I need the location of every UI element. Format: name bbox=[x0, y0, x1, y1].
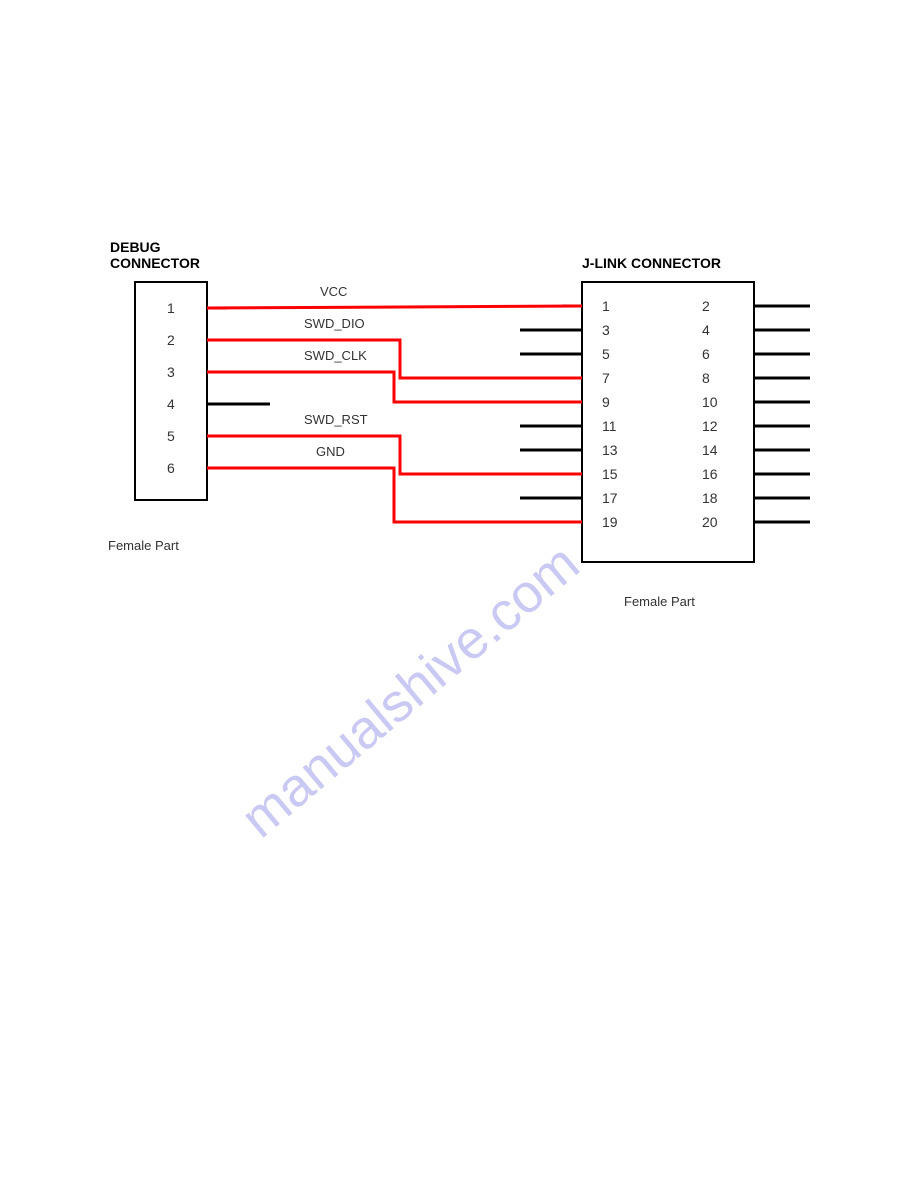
svg-text:15: 15 bbox=[602, 466, 618, 482]
svg-text:Female Part: Female Part bbox=[624, 594, 695, 609]
svg-text:19: 19 bbox=[602, 514, 618, 530]
svg-text:1: 1 bbox=[167, 300, 175, 316]
svg-text:13: 13 bbox=[602, 442, 618, 458]
svg-text:6: 6 bbox=[167, 460, 175, 476]
svg-text:6: 6 bbox=[702, 346, 710, 362]
svg-text:SWD_CLK: SWD_CLK bbox=[304, 348, 367, 363]
svg-text:14: 14 bbox=[702, 442, 718, 458]
svg-text:20: 20 bbox=[702, 514, 718, 530]
svg-text:4: 4 bbox=[167, 396, 175, 412]
svg-text:SWD_RST: SWD_RST bbox=[304, 412, 368, 427]
svg-text:J-LINK CONNECTOR: J-LINK CONNECTOR bbox=[582, 255, 721, 271]
svg-text:10: 10 bbox=[702, 394, 718, 410]
svg-text:3: 3 bbox=[602, 322, 610, 338]
svg-text:2: 2 bbox=[702, 298, 710, 314]
svg-text:4: 4 bbox=[702, 322, 710, 338]
svg-text:11: 11 bbox=[602, 418, 617, 434]
svg-text:18: 18 bbox=[702, 490, 718, 506]
svg-text:9: 9 bbox=[602, 394, 610, 410]
svg-text:SWD_DIO: SWD_DIO bbox=[304, 316, 365, 331]
svg-text:1: 1 bbox=[602, 298, 610, 314]
svg-text:5: 5 bbox=[167, 428, 175, 444]
svg-text:7: 7 bbox=[602, 370, 610, 386]
page: DEBUGCONNECTOR123456Female PartJ-LINK CO… bbox=[0, 0, 918, 1188]
svg-text:DEBUGCONNECTOR: DEBUGCONNECTOR bbox=[110, 239, 200, 271]
svg-text:16: 16 bbox=[702, 466, 718, 482]
svg-text:VCC: VCC bbox=[320, 284, 347, 299]
svg-text:8: 8 bbox=[702, 370, 710, 386]
svg-text:Female Part: Female Part bbox=[108, 538, 179, 553]
svg-text:5: 5 bbox=[602, 346, 610, 362]
svg-text:12: 12 bbox=[702, 418, 718, 434]
svg-text:17: 17 bbox=[602, 490, 618, 506]
svg-text:3: 3 bbox=[167, 364, 175, 380]
diagram-svg: DEBUGCONNECTOR123456Female PartJ-LINK CO… bbox=[0, 0, 918, 1188]
svg-text:2: 2 bbox=[167, 332, 175, 348]
svg-text:GND: GND bbox=[316, 444, 345, 459]
